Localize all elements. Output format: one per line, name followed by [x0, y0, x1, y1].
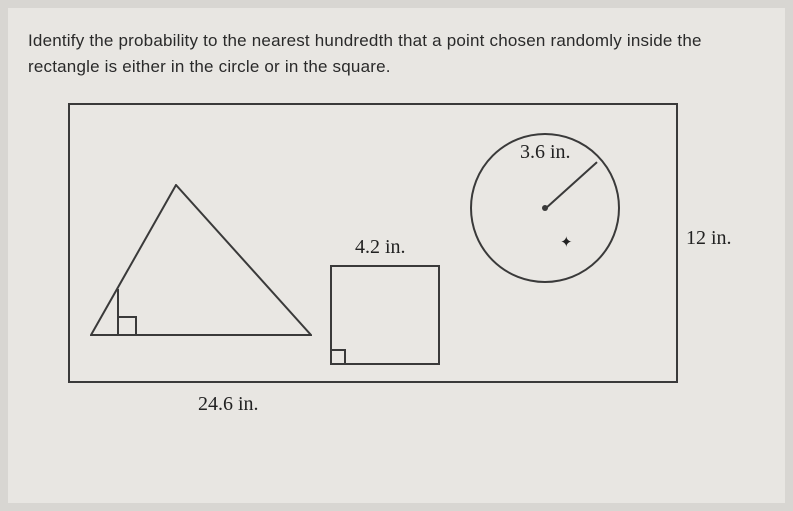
figure: 4.2 in. 3.6 in. ✦ 12 in. 24.6 in.: [68, 103, 775, 383]
outer-rectangle: 4.2 in. 3.6 in. ✦: [68, 103, 678, 383]
rect-width-label: 24.6 in.: [198, 393, 259, 416]
question-line-1: Identify the probability to the nearest …: [28, 31, 702, 50]
right-angle-mark-icon: [330, 349, 346, 365]
circle-radius-line: [544, 161, 597, 209]
square-side-label: 4.2 in.: [355, 236, 406, 259]
circle-center-dot-icon: [542, 205, 548, 211]
question-line-2: rectangle is either in the circle or in …: [28, 57, 391, 76]
worksheet-page: Identify the probability to the nearest …: [8, 8, 785, 503]
rect-height-label: 12 in.: [686, 227, 732, 250]
triangle-shape: [90, 184, 312, 341]
cursor-icon: ✦: [560, 233, 573, 251]
circle-radius-label: 3.6 in.: [520, 141, 571, 164]
triangle-svg: [90, 184, 312, 336]
question-text: Identify the probability to the nearest …: [28, 28, 775, 79]
square-shape: [330, 265, 440, 365]
